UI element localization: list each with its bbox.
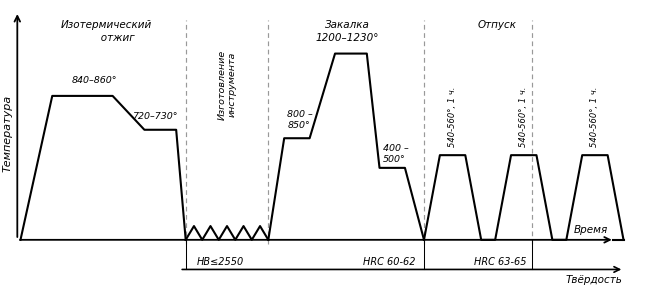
Text: 840–860°: 840–860° (71, 76, 117, 85)
Text: HRC 63-65: HRC 63-65 (474, 257, 526, 267)
Text: HB≤2550: HB≤2550 (197, 257, 244, 267)
Text: Изотермический
       отжиг: Изотермический отжиг (61, 20, 152, 43)
Text: 720–730°: 720–730° (132, 112, 177, 121)
Text: Время: Время (574, 225, 609, 235)
Text: 540-560°, 1 ч.: 540-560°, 1 ч. (590, 86, 599, 147)
Text: Отпуск: Отпуск (477, 20, 517, 30)
Text: 400 –
500°: 400 – 500° (382, 144, 408, 164)
Text: 800 –
850°: 800 – 850° (287, 110, 313, 130)
Text: Закалка
1200–1230°: Закалка 1200–1230° (316, 20, 379, 43)
Text: 540-560°, 1 ч.: 540-560°, 1 ч. (448, 86, 457, 147)
Text: 540-560°, 1 ч.: 540-560°, 1 ч. (519, 86, 528, 147)
Text: HRC 60-62: HRC 60-62 (363, 257, 415, 267)
Text: Температура: Температура (3, 95, 13, 172)
Text: Изготовление
инструмента: Изготовление инструмента (217, 49, 236, 119)
Text: Твёрдость: Твёрдость (566, 275, 623, 285)
